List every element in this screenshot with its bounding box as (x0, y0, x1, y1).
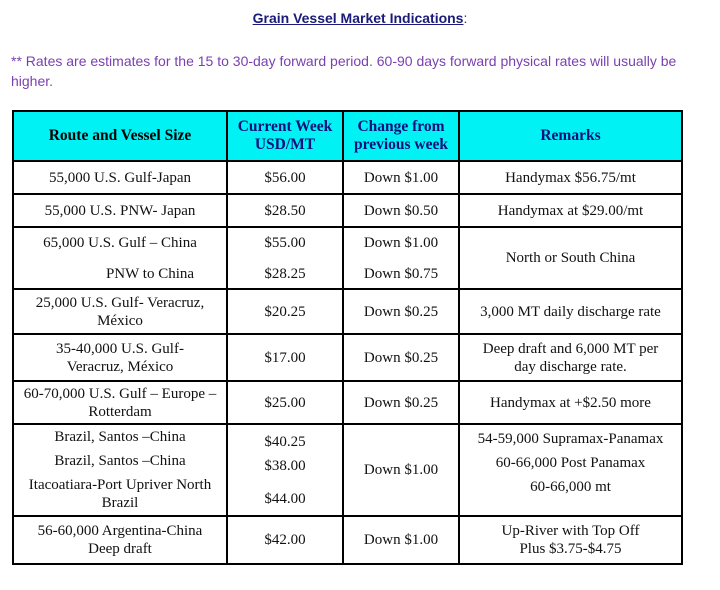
remarks-cell: 54-59,000 Supramax-Panamax 60-66,000 Post… (458, 423, 683, 517)
route-cell: 56-60,000 Argentina-China Deep draft (12, 515, 228, 565)
header-remarks: Remarks (458, 110, 683, 162)
table-row: Brazil, Santos –China Brazil, Santos –Chi… (12, 423, 683, 517)
route-cell: Brazil, Santos –China Brazil, Santos –Chi… (12, 423, 228, 517)
remarks-cell: Deep draft and 6,000 MT per day discharg… (458, 333, 683, 382)
route-cell: 55,000 U.S. Gulf-Japan (12, 160, 228, 195)
table-row: 60-70,000 U.S. Gulf – Europe – Rotterdam… (12, 380, 683, 425)
change-cell: Down $1.00 (342, 423, 460, 517)
route-cell: 55,000 U.S. PNW- Japan (12, 193, 228, 228)
rate-cell: $42.00 (226, 515, 344, 565)
table-header-row: Route and Vessel Size Current Week USD/M… (12, 110, 683, 162)
table-row: 35-40,000 U.S. Gulf- Veracruz, México $1… (12, 333, 683, 382)
table-row: 65,000 U.S. Gulf – China PNW to China $55… (12, 226, 683, 290)
table-row: 55,000 U.S. PNW- Japan $28.50 Down $0.50… (12, 193, 683, 228)
rate-cell: $56.00 (226, 160, 344, 195)
rate-cell: $28.50 (226, 193, 344, 228)
route-cell: 25,000 U.S. Gulf- Veracruz, México (12, 288, 228, 335)
rate-cell: $25.00 (226, 380, 344, 425)
table-row: 56-60,000 Argentina-China Deep draft $42… (12, 515, 683, 565)
remarks-cell: North or South China (458, 226, 683, 290)
remarks-cell: 3,000 MT daily discharge rate (458, 288, 683, 335)
change-cell: Down $0.25 (342, 333, 460, 382)
table-row: 25,000 U.S. Gulf- Veracruz, México $20.2… (12, 288, 683, 335)
route-cell: 65,000 U.S. Gulf – China PNW to China (12, 226, 228, 290)
remarks-cell: Handymax at $29.00/mt (458, 193, 683, 228)
remarks-cell: Handymax at +$2.50 more (458, 380, 683, 425)
header-route: Route and Vessel Size (12, 110, 228, 162)
route-cell: 35-40,000 U.S. Gulf- Veracruz, México (12, 333, 228, 382)
remarks-cell: Up-River with Top Off Plus $3.75-$4.75 (458, 515, 683, 565)
vessel-rates-table: Route and Vessel Size Current Week USD/M… (12, 110, 683, 565)
rate-cell: $17.00 (226, 333, 344, 382)
header-rate: Current Week USD/MT (226, 110, 344, 162)
table-row: 55,000 U.S. Gulf-Japan $56.00 Down $1.00… (12, 160, 683, 195)
change-cell: Down $0.50 (342, 193, 460, 228)
route-cell: 60-70,000 U.S. Gulf – Europe – Rotterdam (12, 380, 228, 425)
rate-cell: $20.25 (226, 288, 344, 335)
change-cell: Down $1.00 (342, 515, 460, 565)
change-cell: Down $1.00 (342, 160, 460, 195)
change-cell: Down $0.25 (342, 288, 460, 335)
remarks-cell: Handymax $56.75/mt (458, 160, 683, 195)
header-change: Change from previous week (342, 110, 460, 162)
rates-note: ** Rates are estimates for the 15 to 30-… (11, 53, 677, 89)
rate-cell: $40.25 $38.00 $44.00 (226, 423, 344, 517)
change-cell: Down $1.00 Down $0.75 (342, 226, 460, 290)
change-cell: Down $0.25 (342, 380, 460, 425)
page-title: Grain Vessel Market Indications: (252, 10, 468, 26)
rate-cell: $55.00 $28.25 (226, 226, 344, 290)
